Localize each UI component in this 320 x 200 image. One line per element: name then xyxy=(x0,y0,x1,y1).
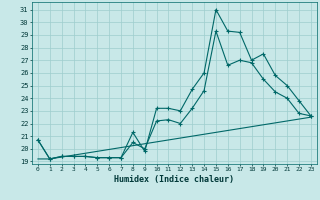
X-axis label: Humidex (Indice chaleur): Humidex (Indice chaleur) xyxy=(115,175,234,184)
